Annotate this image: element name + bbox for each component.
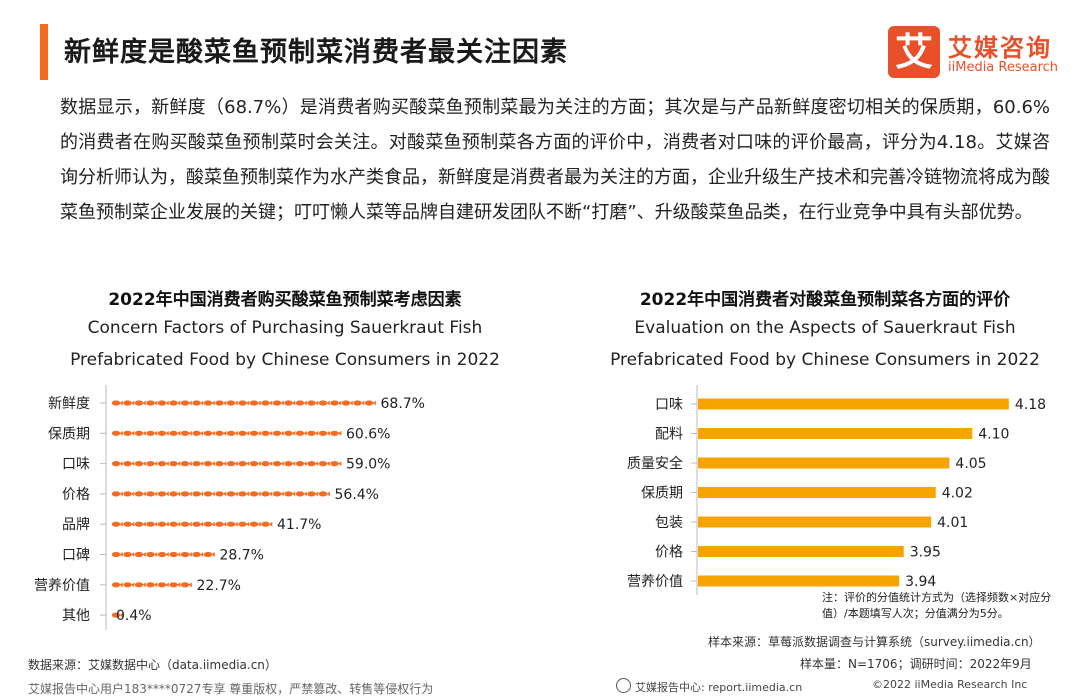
right-bar — [698, 457, 950, 469]
left-category-label: 品牌 — [62, 516, 90, 533]
right-data-label: 3.94 — [905, 574, 936, 590]
sample-source: 样本来源：草莓派数据调查与计算系统（survey.iimedia.cn） — [708, 635, 1041, 649]
title-accent-bar — [40, 24, 48, 80]
left-data-label: 60.6% — [346, 426, 390, 442]
right-category-label: 价格 — [655, 545, 683, 561]
left-data-label: 68.7% — [381, 396, 425, 412]
page-title: 新鲜度是酸菜鱼预制菜消费者最关注因素 — [64, 37, 568, 68]
left-data-label: 59.0% — [346, 457, 390, 473]
right-bar — [698, 398, 1009, 410]
left-chart-title: 2022年中国消费者购买酸菜鱼预制菜考虑因素 — [108, 290, 462, 310]
left-bar — [111, 582, 192, 588]
right-data-label: 4.01 — [937, 515, 968, 531]
right-bar — [698, 516, 932, 528]
left-bar — [111, 612, 123, 618]
right-bar — [698, 487, 936, 498]
left-category-label: 保质期 — [48, 426, 90, 442]
left-data-label: 22.7% — [197, 578, 241, 594]
left-category-label: 口碑 — [62, 548, 90, 564]
left-bar-chart: 新鲜度 68.7% 保质期 60.6% 口味 59.0% 价格 56.4% 品牌 41.7% 口碑 2… — [34, 385, 425, 630]
report-center-text: 艾媒报告中心: report.iimedia.cn — [635, 681, 803, 694]
left-data-label: 56.4% — [335, 487, 379, 503]
right-bar-chart: 口味 4.18 配料 4.10 质量安全 4.05 保质期 4.02 包装 4.01 价格 3.95 营… — [627, 385, 1046, 595]
right-data-label: 4.18 — [1015, 397, 1046, 413]
right-chart-title: 2022年中国消费者对酸菜鱼预制菜各方面的评价 — [639, 290, 1011, 310]
right-chart-subtitle-2: Prefabricated Food by Chinese Consumers … — [610, 350, 1040, 370]
left-bar — [111, 551, 215, 558]
data-source: 数据来源：艾媒数据中心（data.iimedia.cn） — [28, 658, 277, 672]
left-bar — [111, 400, 376, 406]
right-category-label: 营养价值 — [627, 574, 683, 590]
right-data-label: 4.10 — [978, 427, 1009, 443]
report-center: 艾媒报告中心: report.iimedia.cn — [616, 678, 802, 695]
intro-paragraph: 数据显示，新鲜度（68.7%）是消费者购买酸菜鱼预制菜最为关注的方面；其次是与产… — [60, 97, 1050, 223]
rating-note: 注：评价的分值统计方式为（选择频数×对应分值）/本题填写人次；分值满分为5分。 — [822, 591, 1052, 620]
copyright: ©2022 iiMedia Research Inc — [872, 678, 1028, 691]
left-data-label: 0.4% — [116, 608, 152, 624]
report-center-icon — [616, 678, 631, 693]
right-data-label: 4.05 — [955, 456, 986, 472]
logo-chinese-name: 艾媒咨询 — [948, 34, 1052, 62]
left-bar — [111, 461, 342, 467]
logo-mark-icon: 艾 — [888, 26, 940, 78]
left-data-label: 41.7% — [277, 517, 321, 533]
right-category-label: 保质期 — [641, 486, 683, 502]
copyright-notice: 艾媒报告中心用户183****0727专享 尊重版权，严禁篡改、转售等侵权行为 — [28, 682, 434, 696]
left-category-label: 价格 — [62, 487, 90, 503]
right-data-label: 4.02 — [942, 486, 973, 502]
left-chart-subtitle-2: Prefabricated Food by Chinese Consumers … — [70, 350, 500, 370]
right-category-label: 质量安全 — [627, 455, 683, 472]
left-category-label: 营养价值 — [34, 578, 90, 594]
right-bar — [698, 428, 973, 439]
right-category-label: 口味 — [655, 397, 683, 413]
left-category-label: 口味 — [62, 457, 90, 473]
left-chart-subtitle-1: Concern Factors of Purchasing Sauerkraut… — [87, 318, 483, 338]
right-chart-subtitle-1: Evaluation on the Aspects of Sauerkraut … — [634, 318, 1016, 338]
left-data-label: 28.7% — [220, 548, 264, 564]
left-category-label: 新鲜度 — [48, 396, 90, 412]
left-bar — [111, 521, 273, 527]
left-category-label: 其他 — [62, 608, 90, 624]
left-bar — [111, 430, 342, 436]
brand-logo: 艾 艾媒咨询 iiMedia Research — [888, 26, 1068, 82]
right-bar — [698, 546, 904, 557]
right-bar — [698, 575, 900, 587]
sample-size: 样本量：N=1706；调研时间：2022年9月 — [800, 657, 1032, 671]
right-category-label: 包装 — [655, 515, 683, 531]
logo-english-name: iiMedia Research — [948, 60, 1059, 75]
right-category-label: 配料 — [655, 427, 683, 443]
right-data-label: 3.95 — [910, 545, 941, 561]
left-bar — [111, 491, 330, 497]
